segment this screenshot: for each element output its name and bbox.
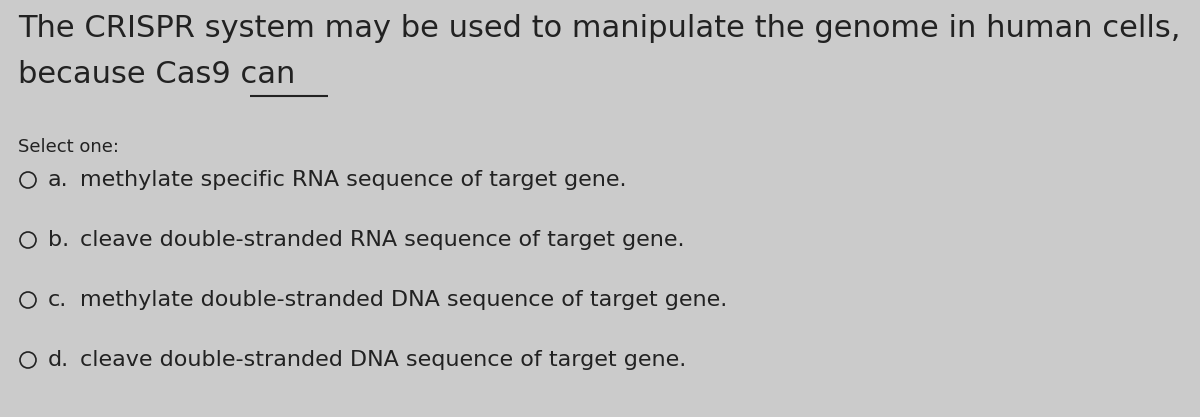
Text: d.: d. [48, 350, 70, 370]
Text: cleave double-stranded DNA sequence of target gene.: cleave double-stranded DNA sequence of t… [80, 350, 686, 370]
Text: The CRISPR system may be used to manipulate the genome in human cells,: The CRISPR system may be used to manipul… [18, 14, 1181, 43]
Text: methylate specific RNA sequence of target gene.: methylate specific RNA sequence of targe… [80, 170, 626, 190]
Text: Select one:: Select one: [18, 138, 119, 156]
Text: b.: b. [48, 230, 70, 250]
Text: methylate double-stranded DNA sequence of target gene.: methylate double-stranded DNA sequence o… [80, 290, 727, 310]
Text: c.: c. [48, 290, 67, 310]
Text: cleave double-stranded RNA sequence of target gene.: cleave double-stranded RNA sequence of t… [80, 230, 684, 250]
Text: a.: a. [48, 170, 68, 190]
Text: because Cas9 can: because Cas9 can [18, 60, 295, 89]
